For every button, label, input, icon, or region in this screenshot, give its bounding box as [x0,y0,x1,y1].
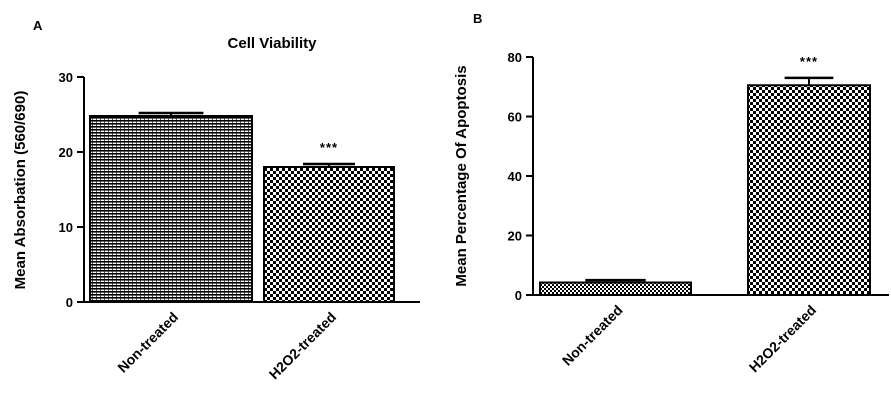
panel-b-category-label-1: H2O2-treated [746,302,819,375]
panel-b-ytick-label-2: 40 [508,169,522,184]
panel-b-ytick-label-0: 0 [515,288,522,303]
panel-b-ytick-label-4: 80 [508,50,522,65]
panel-a-ytick-label-1: 10 [59,220,73,235]
panel-b-bar-1 [747,84,871,296]
panel-a-ylabel: Mean Absorbation (560/690) [12,91,29,290]
panel-b-ylabel: Mean Percentage Of Apoptosis [453,65,470,286]
panel-a-ytick-label-3: 30 [59,70,73,85]
panel-b-ytick-label-1: 20 [508,229,522,244]
panel-a-significance-1: *** [320,140,338,155]
panel-a-cell-viability: A Cell Viability Mean Absorbation (560/6… [12,18,420,382]
panel-a-category-label-1: H2O2-treated [266,309,339,382]
panel-a-ytick-label-2: 20 [59,145,73,160]
panel-a-category-label-0: Non-treated [114,309,181,376]
panel-a-title: Cell Viability [228,35,318,52]
panel-b-significance-1: *** [800,54,818,69]
panel-a-bar-1 [263,166,395,303]
panel-a-ytick-label-0: 0 [66,295,73,310]
panel-b-marks: 0 20 40 60 80 Non-treated *** H2O2-treated [508,50,871,375]
panel-b-bar-0 [539,281,692,297]
panel-b-category-label-0: Non-treated [559,302,626,369]
panel-b-ytick-label-3: 60 [508,110,522,125]
panel-a-bar-0 [89,115,253,303]
panel-b-apoptosis: B Mean Percentage Of Apoptosis 0 20 40 60 80… [453,11,889,375]
panel-b-letter: B [473,11,482,26]
panel-a-marks: 0 10 20 30 Non-treated *** H2O2-treated [59,70,395,382]
panel-a-letter: A [33,18,43,33]
